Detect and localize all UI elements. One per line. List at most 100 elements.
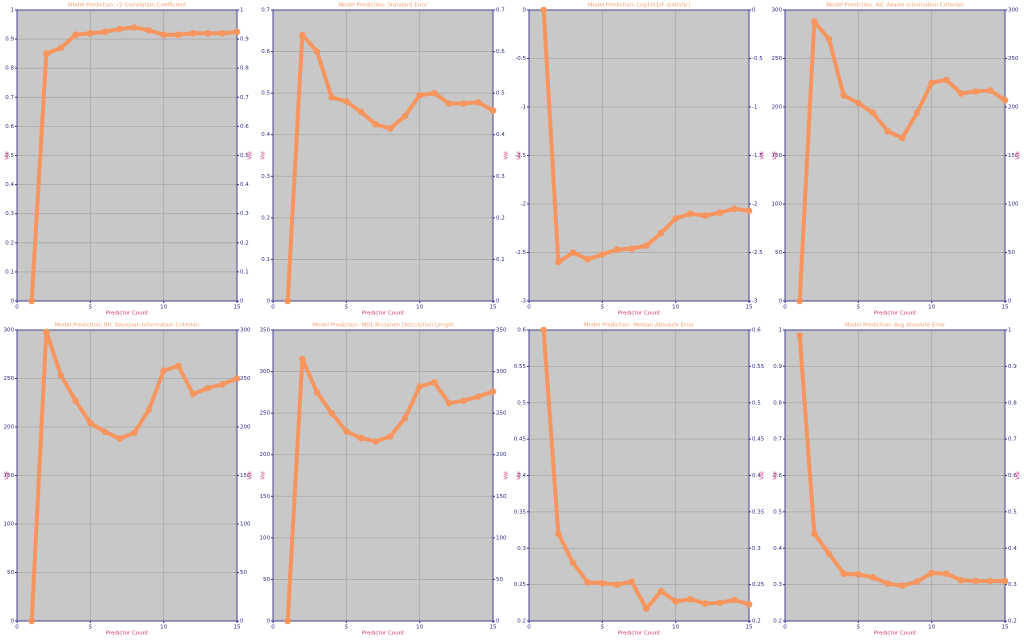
data-point [899,134,906,142]
y-tick-label: 200 [772,105,783,111]
y2-tick-label: 1 [1008,328,1012,334]
y2-tick-label: 0 [752,8,756,14]
data-point [431,379,438,386]
x-tick-label: 15 [234,305,241,311]
x-tick-label: 5 [601,625,605,631]
y2-tick-label: 0.5 [752,400,761,406]
data-point [657,587,665,595]
y2-tick-label: 0.5 [496,91,505,97]
y-axis-label: Val [773,471,779,480]
y2-axis-label: Val [760,471,766,480]
data-point [657,229,665,237]
y2-tick-label: 0 [496,619,500,625]
chart-title: Model Prediction: Standard Error [338,3,428,9]
y-tick-label: 0.25 [514,582,527,588]
y-tick-label: 150 [4,473,15,479]
x-axis-label: Predictor Count [106,631,149,637]
data-point [943,570,950,578]
y-tick-label: 0.4 [773,546,782,552]
plot-area [273,10,493,301]
y-tick-label: 0.3 [5,211,14,217]
y-tick-label: 0.5 [261,91,270,97]
y2-tick-label: 0.45 [752,437,765,443]
y-tick-label: 50 [7,570,14,576]
y-tick-label: 1 [779,328,783,334]
x-tick-label: 0 [527,625,531,631]
y2-tick-label: 250 [496,411,507,417]
data-point [475,98,482,106]
y-tick-label: 0.5 [773,509,782,515]
data-point [701,600,709,607]
y-tick-label: 0.45 [514,437,527,443]
data-point [387,125,394,132]
y2-tick-label: 150 [240,473,251,479]
data-point [540,326,547,334]
y2-tick-label: 0.2 [496,215,505,221]
plot-frame [784,9,1006,302]
y2-axis-label: Val [1016,471,1022,480]
y2-tick-label: 0 [496,299,500,305]
data-point [460,100,467,107]
y2-tick-label: 0.9 [240,37,249,43]
y2-tick-label: 0.8 [240,66,249,72]
data-point [357,434,365,442]
x-tick-label: 5 [857,305,861,311]
data-point [372,438,379,445]
x-tick-label: 5 [345,625,349,631]
data-point [687,595,694,603]
y2-axis-label: Val [760,151,766,160]
data-point [160,367,167,375]
y-tick-label: 100 [4,522,15,528]
y-tick-label: 0.8 [773,400,782,406]
y-tick-label: 0.2 [5,240,14,246]
data-point [343,98,350,105]
y-tick-label: 300 [260,369,271,375]
chart-title: Model Prediction: r2 Correlation Coeffic… [68,3,187,9]
y-tick-label: 0 [11,619,15,625]
y-tick-label: 250 [772,56,783,62]
data-point [628,245,635,252]
x-tick-label: 10 [160,625,167,631]
data-point [299,31,306,39]
x-tick-label: 10 [928,625,935,631]
y-tick-label: 50 [775,250,782,256]
x-tick-label: 0 [15,305,19,311]
y2-tick-label: 100 [1008,202,1019,208]
y2-tick-label: 0.3 [240,211,249,217]
plot-frame [784,329,1006,622]
y-tick-label: 0.1 [5,269,14,275]
y-tick-label: 0.5 [517,400,526,406]
data-point [116,25,123,33]
y2-tick-label: 0.6 [752,328,761,334]
chart-panel: 0 00.1 0.10.2 0.20.3 0.30.4 0.40.5 0.50.6 0.60.… [5,3,254,317]
x-tick-label: 10 [672,305,679,311]
y-tick-label: 100 [772,202,783,208]
y2-tick-label: 0.4 [240,182,249,188]
data-point [328,409,335,417]
y2-tick-label: 0.5 [1008,509,1017,515]
y-tick-label: 200 [4,425,15,431]
data-point [204,29,211,37]
y-axis-label: Val [517,151,523,160]
y-tick-label: -2.5 [515,250,526,256]
y2-tick-label: 0.4 [496,132,505,138]
data-point [731,205,738,213]
y-tick-label: 250 [4,376,15,382]
y2-tick-label: 0.2 [752,619,761,625]
chart-title: Model Prediction: Median Absolute Error [584,323,695,329]
chart-panel: 0.2 0.2 0.25 0.25 0.3 0.3 0.35 0.35 0.4 0.4 0.45 0.… [514,323,766,637]
y2-tick-label: 0.1 [496,257,505,263]
y2-tick-label: 0 [240,299,244,305]
y2-tick-label: -2.5 [752,250,763,256]
y2-tick-label: 50 [1008,250,1015,256]
y-tick-label: -1.5 [515,153,526,159]
y-axis-label: Val [517,471,523,480]
x-tick-label: 15 [746,625,753,631]
data-point [987,87,994,94]
data-point [28,617,35,625]
x-tick-label: 10 [160,305,167,311]
data-point [701,212,709,219]
data-point [569,559,577,567]
